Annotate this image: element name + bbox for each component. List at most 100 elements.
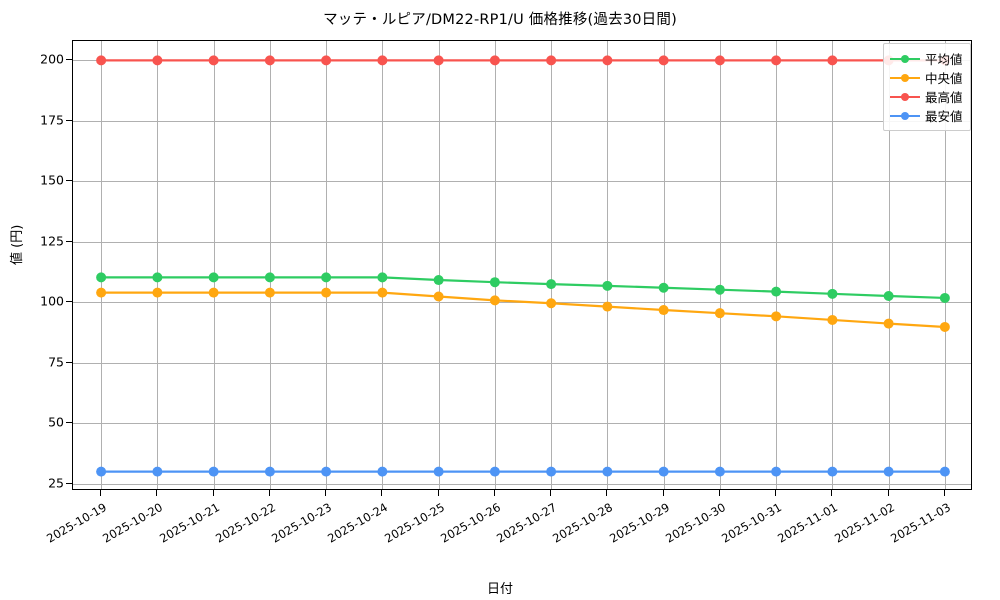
x-tick-mark	[662, 490, 664, 496]
data-point-marker	[489, 277, 500, 288]
gridline-vertical	[326, 41, 328, 489]
gridline-vertical	[776, 41, 778, 489]
data-point-marker	[602, 301, 613, 312]
y-tick-label: 175	[40, 112, 64, 128]
gridline-horizontal	[73, 362, 971, 364]
data-point-marker	[939, 466, 950, 477]
data-point-marker	[602, 55, 613, 66]
chart-legend: 平均値中央値 最高値 最安値	[883, 43, 971, 131]
data-point-marker	[658, 282, 669, 293]
x-tick-label: 2025-10-29	[606, 500, 672, 546]
data-point-marker	[714, 308, 725, 319]
x-tick-label: 2025-10-28	[550, 500, 616, 546]
x-tick-label: 2025-10-25	[381, 500, 447, 546]
x-tick-mark	[268, 490, 270, 496]
x-tick-mark	[212, 490, 214, 496]
data-point-marker	[321, 466, 332, 477]
legend-swatch-icon	[890, 53, 920, 65]
x-tick-label: 2025-11-02	[831, 500, 897, 546]
data-point-marker	[377, 466, 388, 477]
x-axis-label: 日付	[486, 582, 513, 597]
legend-item[interactable]: 中央値	[890, 68, 963, 87]
x-tick-label: 2025-10-19	[44, 500, 110, 546]
x-tick-label: 2025-11-03	[887, 500, 953, 546]
series-平均値	[96, 272, 950, 303]
data-point-marker	[883, 291, 894, 301]
y-tick-mark	[66, 240, 72, 242]
data-point-marker	[208, 287, 219, 298]
x-tick-mark	[550, 490, 552, 496]
gridline-vertical	[213, 41, 215, 489]
data-point-marker	[152, 466, 163, 477]
x-tick-label: 2025-10-22	[212, 500, 278, 546]
series-最安値	[96, 466, 950, 477]
y-tick-mark	[66, 301, 72, 303]
data-point-marker	[546, 298, 557, 309]
data-point-marker	[771, 286, 782, 297]
gridline-vertical	[269, 41, 271, 489]
data-point-marker	[827, 55, 838, 66]
x-tick-label: 2025-10-21	[156, 500, 222, 546]
gridline-vertical	[944, 41, 946, 489]
data-point-marker	[771, 466, 782, 477]
series-lines-layer	[96, 55, 950, 477]
data-point-marker	[602, 280, 613, 291]
legend-item[interactable]: 最安値	[890, 106, 963, 125]
data-point-marker	[264, 272, 275, 283]
y-tick-mark	[66, 119, 72, 121]
data-point-marker	[433, 55, 444, 66]
data-point-marker	[546, 55, 557, 66]
gridline-vertical	[551, 41, 553, 489]
data-point-marker	[96, 272, 107, 283]
data-point-marker	[208, 272, 219, 283]
data-point-marker	[771, 55, 782, 66]
legend-item[interactable]: 最高値	[890, 87, 963, 106]
legend-label: 中央値	[925, 71, 963, 86]
y-tick-label: 75	[48, 354, 64, 370]
y-tick-mark	[66, 59, 72, 61]
gridline-vertical	[832, 41, 834, 489]
data-point-marker	[321, 287, 332, 298]
gridline-vertical	[888, 41, 890, 489]
x-tick-mark	[437, 490, 439, 496]
data-point-marker	[939, 292, 950, 303]
data-point-marker	[377, 55, 388, 66]
legend-swatch-icon	[890, 110, 920, 122]
data-point-marker	[883, 466, 894, 477]
gridline-vertical	[494, 41, 496, 489]
y-tick-label: 25	[48, 475, 64, 491]
x-tick-mark	[943, 490, 945, 496]
data-point-marker	[208, 55, 219, 66]
x-tick-label: 2025-10-26	[437, 500, 503, 546]
gridline-vertical	[438, 41, 440, 489]
data-point-marker	[96, 466, 107, 477]
gridline-vertical	[157, 41, 159, 489]
data-point-marker	[489, 466, 500, 477]
y-tick-label: 50	[48, 414, 64, 430]
data-point-marker	[939, 321, 950, 332]
data-point-marker	[96, 287, 107, 298]
x-tick-mark	[156, 490, 158, 496]
data-point-marker	[489, 295, 500, 306]
x-tick-label: 2025-11-01	[775, 500, 841, 546]
legend-swatch-icon	[890, 91, 920, 103]
data-point-marker	[602, 466, 613, 477]
legend-item[interactable]: 平均値	[890, 49, 963, 68]
data-point-marker	[433, 466, 444, 477]
data-point-marker	[714, 55, 725, 66]
data-point-marker	[546, 466, 557, 477]
x-tick-label: 2025-10-30	[662, 500, 728, 546]
x-tick-label: 2025-10-23	[269, 500, 335, 546]
gridline-vertical	[101, 41, 103, 489]
gridline-vertical	[607, 41, 609, 489]
y-tick-label: 150	[40, 172, 64, 188]
y-tick-mark	[66, 482, 72, 484]
data-point-marker	[433, 275, 444, 286]
data-point-marker	[321, 272, 332, 283]
y-tick-mark	[66, 422, 72, 424]
data-point-marker	[152, 55, 163, 66]
plot-area	[72, 40, 972, 490]
x-tick-mark	[831, 490, 833, 496]
data-point-marker	[264, 466, 275, 477]
